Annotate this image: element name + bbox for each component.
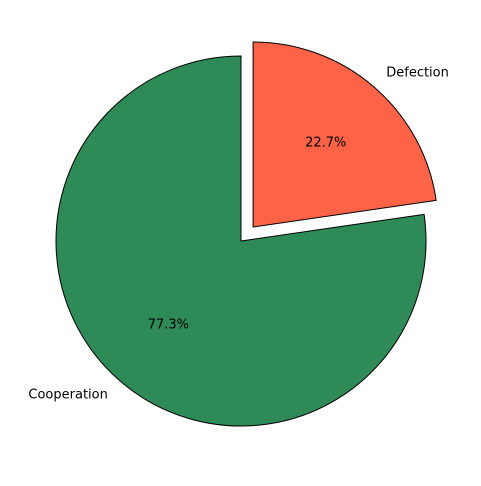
- pie-slice-defection: [252, 41, 437, 228]
- pie-slice-cooperation: [55, 55, 427, 427]
- pie-category-label-cooperation: Cooperation: [28, 387, 107, 402]
- pie-category-label-defection: Defection: [386, 66, 449, 81]
- pie-pct-label-defection: 22.7%: [305, 136, 346, 151]
- pie-slices: [55, 41, 437, 427]
- pie-labels: 77.3% Cooperation 22.7% Defection: [28, 66, 448, 403]
- pie-pct-label-cooperation: 77.3%: [148, 317, 189, 332]
